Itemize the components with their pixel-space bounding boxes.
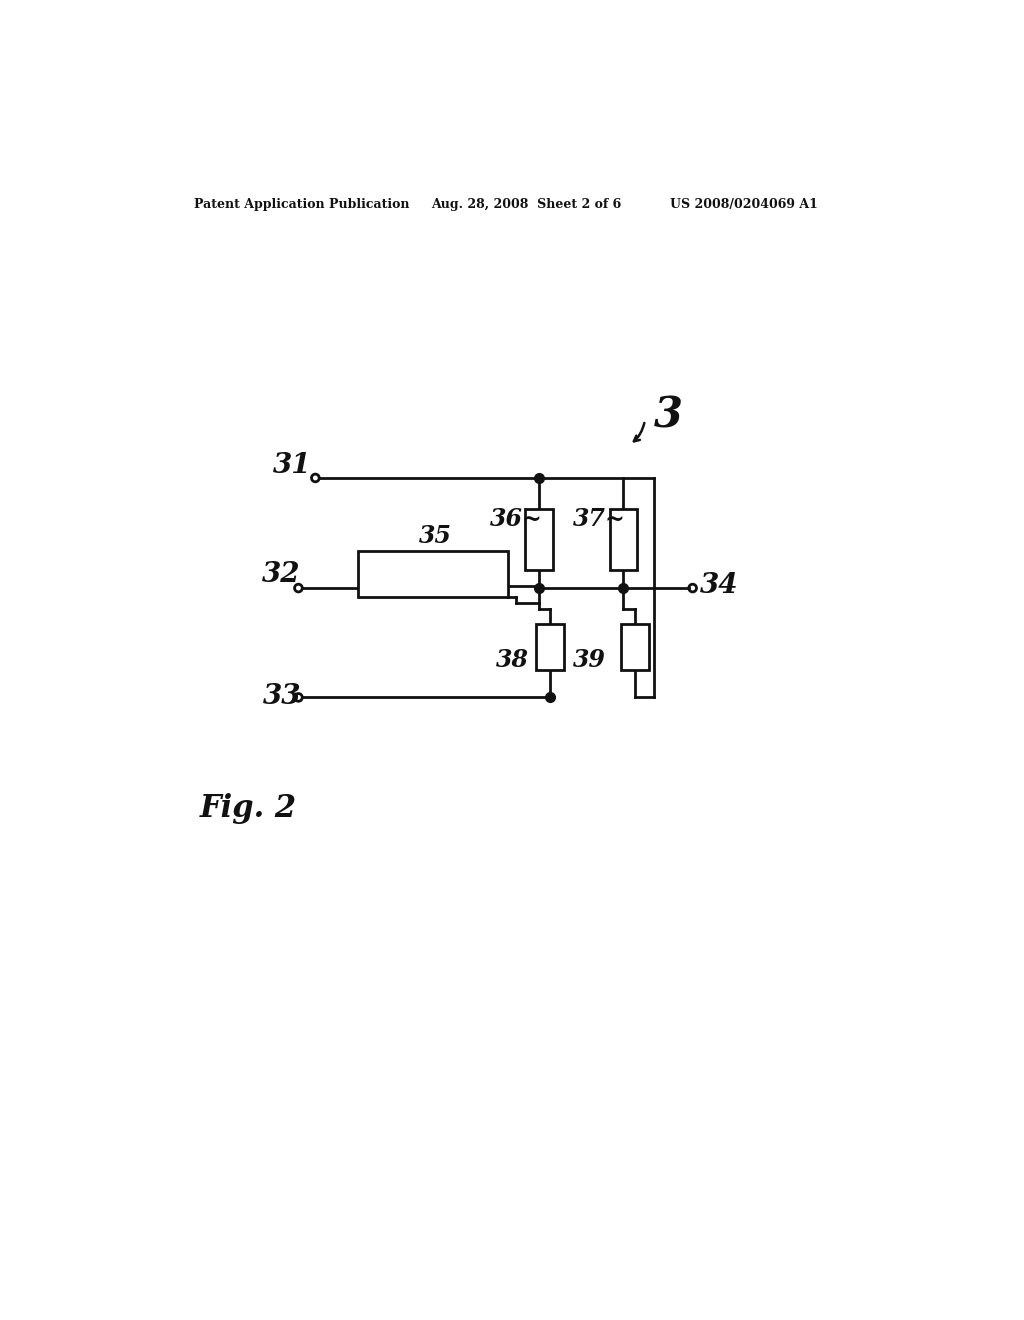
Text: Fig. 2: Fig. 2 xyxy=(200,793,297,824)
Text: 31: 31 xyxy=(273,451,311,479)
Text: Patent Application Publication: Patent Application Publication xyxy=(194,198,410,211)
Text: 34: 34 xyxy=(700,573,739,599)
Bar xyxy=(357,552,508,598)
Text: 35: 35 xyxy=(419,524,453,548)
Text: 38: 38 xyxy=(497,648,529,672)
Bar xyxy=(621,624,649,671)
Text: Aug. 28, 2008  Sheet 2 of 6: Aug. 28, 2008 Sheet 2 of 6 xyxy=(431,198,622,211)
Text: US 2008/0204069 A1: US 2008/0204069 A1 xyxy=(670,198,817,211)
Bar xyxy=(524,508,553,570)
Bar xyxy=(609,508,637,570)
Text: 39: 39 xyxy=(573,648,606,672)
Text: 33: 33 xyxy=(263,682,301,710)
Bar xyxy=(537,624,564,671)
Text: 36~: 36~ xyxy=(490,507,543,532)
Text: 37~: 37~ xyxy=(573,507,626,532)
Text: 3: 3 xyxy=(654,395,683,437)
Text: 32: 32 xyxy=(261,561,300,587)
